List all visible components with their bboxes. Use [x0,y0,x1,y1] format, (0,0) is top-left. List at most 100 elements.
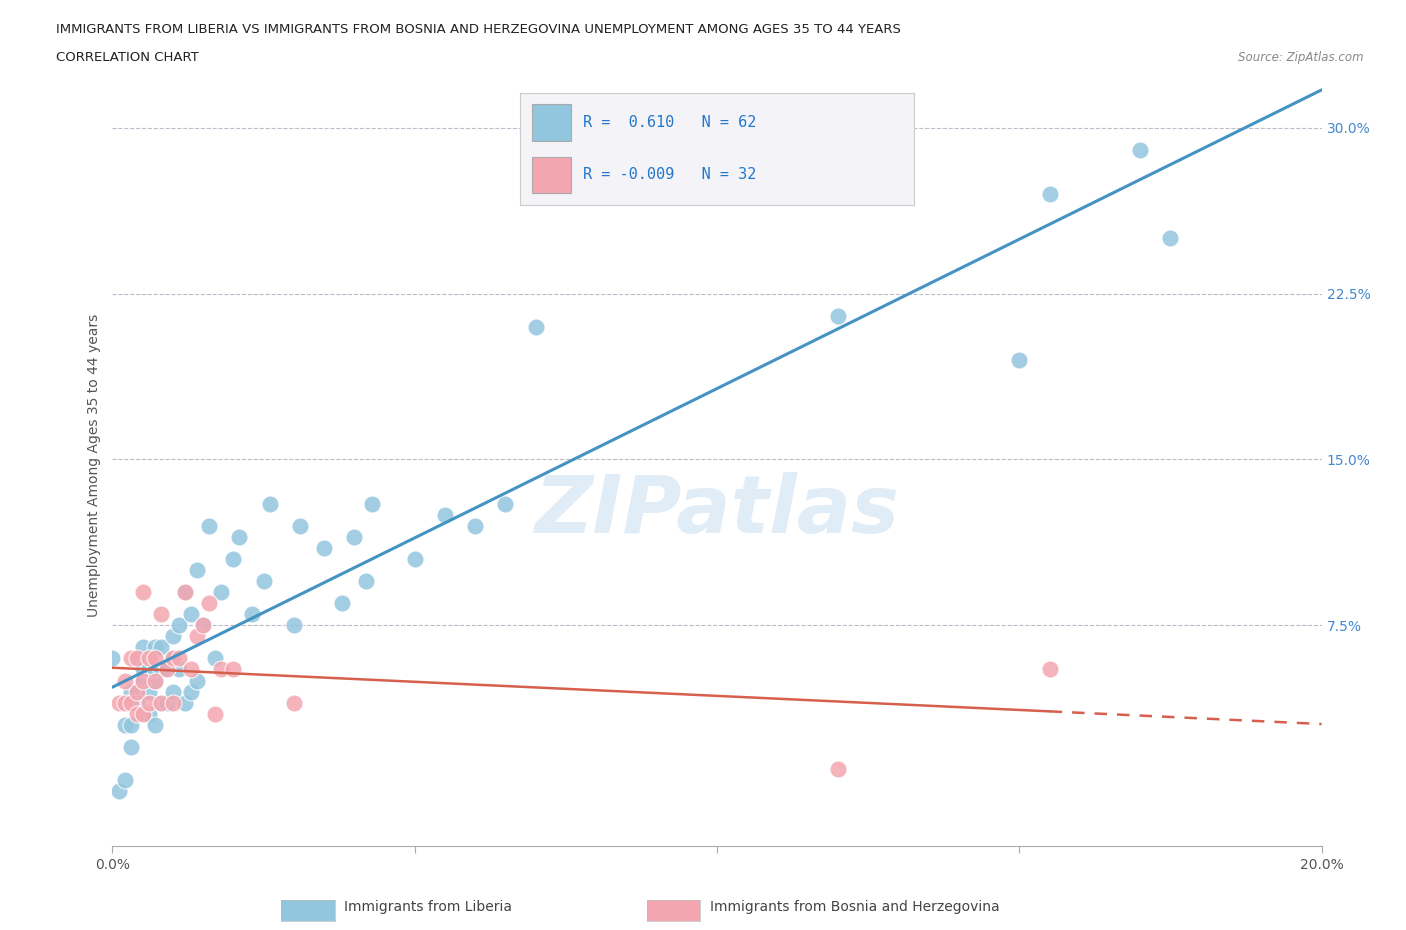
Point [204,706,226,721]
Point [827,762,849,777]
Point [186,629,208,644]
Point [827,309,849,324]
Point [174,585,197,600]
Point [114,773,136,788]
Point [143,662,166,677]
Point [180,684,202,699]
Point [125,651,148,666]
Point [361,497,384,512]
FancyBboxPatch shape [531,104,571,141]
Point [114,673,136,688]
Point [149,606,172,621]
Point [101,651,124,666]
Text: Source: ZipAtlas.com: Source: ZipAtlas.com [1239,51,1364,64]
Text: Immigrants from Bosnia and Herzegovina: Immigrants from Bosnia and Herzegovina [710,899,1000,914]
Point [120,684,142,699]
Point [132,673,155,688]
Point [288,518,311,533]
Point [222,662,245,677]
Point [143,673,166,688]
Point [120,739,142,754]
Point [167,651,190,666]
Point [149,662,172,677]
Point [204,651,226,666]
Point [162,651,184,666]
Point [186,563,208,578]
Point [107,696,129,711]
Point [524,319,547,334]
Point [138,684,160,699]
Point [132,662,155,677]
Point [143,640,166,655]
Point [314,540,336,555]
Point [1008,352,1031,367]
Point [143,673,166,688]
Point [198,596,221,611]
Point [125,651,148,666]
Point [107,784,129,799]
Point [495,497,517,512]
Point [1159,231,1181,246]
Point [156,696,179,711]
Point [209,585,232,600]
Point [356,574,378,589]
Point [240,606,263,621]
Point [1038,187,1062,202]
Text: R =  0.610   N = 62: R = 0.610 N = 62 [583,114,756,129]
Point [1038,662,1062,677]
Point [149,696,172,711]
Point [120,696,142,711]
Point [228,529,250,544]
Point [283,618,305,632]
Point [209,662,232,677]
Point [191,618,214,632]
Text: IMMIGRANTS FROM LIBERIA VS IMMIGRANTS FROM BOSNIA AND HERZEGOVINA UNEMPLOYMENT A: IMMIGRANTS FROM LIBERIA VS IMMIGRANTS FR… [56,23,901,36]
Point [125,706,148,721]
Point [162,696,184,711]
Point [259,497,281,512]
Point [174,585,197,600]
Point [143,651,166,666]
FancyBboxPatch shape [531,156,571,193]
Text: ZIPatlas: ZIPatlas [534,472,900,550]
Point [174,696,197,711]
Y-axis label: Unemployment Among Ages 35 to 44 years: Unemployment Among Ages 35 to 44 years [87,313,101,617]
Point [191,618,214,632]
Point [132,673,155,688]
Point [162,651,184,666]
Point [143,717,166,732]
Point [132,706,155,721]
Point [156,662,179,677]
Point [125,696,148,711]
Point [132,706,155,721]
Point [162,684,184,699]
Point [138,662,160,677]
Point [330,596,353,611]
Point [125,684,148,699]
Point [198,518,221,533]
Point [180,606,202,621]
Point [162,629,184,644]
Point [464,518,486,533]
Point [433,507,456,522]
Point [167,662,190,677]
Text: CORRELATION CHART: CORRELATION CHART [56,51,200,64]
Point [222,551,245,566]
Point [114,696,136,711]
Point [120,651,142,666]
Point [156,662,179,677]
Point [149,696,172,711]
Point [167,618,190,632]
Text: R = -0.009   N = 32: R = -0.009 N = 32 [583,167,756,182]
Point [1129,142,1152,157]
Point [138,696,160,711]
Point [253,574,276,589]
Point [132,640,155,655]
Point [149,640,172,655]
Point [404,551,426,566]
Point [132,585,155,600]
Point [283,696,305,711]
Point [138,651,160,666]
Point [186,673,208,688]
Point [343,529,366,544]
